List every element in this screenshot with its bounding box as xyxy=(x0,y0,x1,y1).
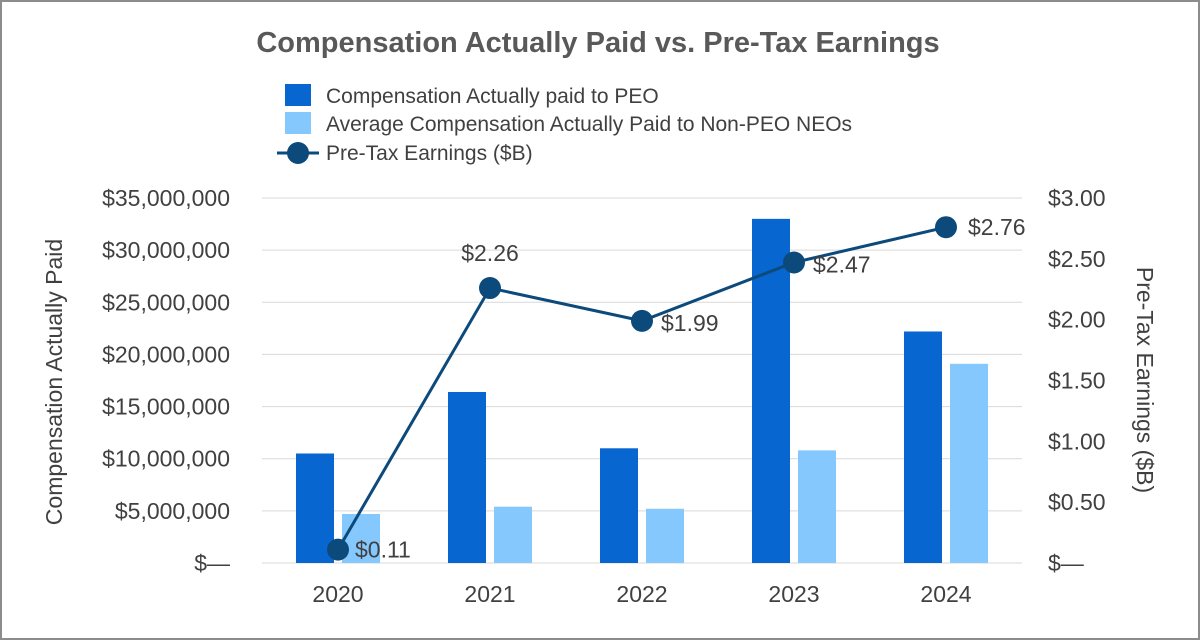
chart-title: Compensation Actually Paid vs. Pre-Tax E… xyxy=(256,27,939,59)
earnings-marker xyxy=(783,251,805,274)
y-tick-label: $5,000,000 xyxy=(115,498,230,524)
x-tick-label: 2023 xyxy=(768,581,819,607)
y2-tick-label: $2.50 xyxy=(1048,246,1106,272)
y2-axis-ticks: $— $0.50 $1.00 $1.50 $2.00 $2.50 $3.00 xyxy=(1048,185,1106,576)
earnings-marker xyxy=(935,216,957,239)
y2-tick-label: $1.00 xyxy=(1048,428,1106,454)
bar-non-peo-neo xyxy=(950,363,988,563)
earnings-line-layer: $0.11 $2.26 $1.99 $2.47 $2.76 xyxy=(327,214,1026,563)
y-tick-label: $10,000,000 xyxy=(102,446,230,472)
earnings-data-label: $1.99 xyxy=(661,310,719,336)
y2-tick-label: $1.50 xyxy=(1048,368,1106,394)
bar-peo xyxy=(904,331,942,563)
bars xyxy=(296,218,988,563)
bar-non-peo-neo xyxy=(646,508,684,563)
earnings-data-label: $0.11 xyxy=(355,537,411,563)
earnings-marker xyxy=(631,309,653,332)
bar-peo xyxy=(448,391,486,563)
y2-tick-label: $0.50 xyxy=(1048,489,1106,515)
legend-label-neo: Average Compensation Actually Paid to No… xyxy=(326,113,852,136)
legend: Compensation Actually paid to PEO Averag… xyxy=(277,84,852,165)
bar-non-peo-neo xyxy=(494,506,532,563)
y2-tick-label: $2.00 xyxy=(1048,307,1106,333)
y-axis-title: Compensation Actually Paid xyxy=(41,239,67,525)
y-tick-label: $— xyxy=(194,550,230,576)
x-tick-label: 2022 xyxy=(616,581,667,607)
y2-tick-label: $— xyxy=(1048,550,1084,576)
x-tick-label: 2024 xyxy=(920,581,971,607)
earnings-data-label: $2.47 xyxy=(813,251,871,277)
y2-tick-label: $3.00 xyxy=(1048,185,1106,211)
earnings-data-label: $2.76 xyxy=(968,214,1026,240)
y-tick-label: $20,000,000 xyxy=(102,341,230,367)
earnings-marker xyxy=(479,277,501,300)
x-tick-label: 2021 xyxy=(464,581,515,607)
y-tick-label: $35,000,000 xyxy=(102,185,230,211)
x-tick-label: 2020 xyxy=(312,581,363,607)
y2-axis-title: Pre-Tax Earnings ($B) xyxy=(1132,267,1158,493)
y-tick-label: $30,000,000 xyxy=(102,237,230,263)
legend-label-earnings: Pre-Tax Earnings ($B) xyxy=(326,142,533,165)
legend-label-peo: Compensation Actually paid to PEO xyxy=(326,85,659,108)
y-axis-ticks: $— $5,000,000 $10,000,000 $15,000,000 $20,00… xyxy=(102,185,230,576)
y-tick-label: $25,000,000 xyxy=(102,289,230,315)
bar-peo xyxy=(600,448,638,563)
legend-swatch-peo xyxy=(285,84,311,106)
bar-non-peo-neo xyxy=(342,513,380,563)
legend-swatch-neo xyxy=(285,112,311,134)
x-axis-ticks: 2020 2021 2022 2023 2024 xyxy=(312,581,971,607)
earnings-marker xyxy=(327,538,349,561)
gridlines xyxy=(262,197,1022,564)
legend-marker-earnings xyxy=(287,142,309,164)
earnings-data-label: $2.26 xyxy=(461,240,519,266)
bar-peo xyxy=(296,453,334,563)
y-tick-label: $15,000,000 xyxy=(102,394,230,420)
bar-non-peo-neo xyxy=(798,450,836,563)
